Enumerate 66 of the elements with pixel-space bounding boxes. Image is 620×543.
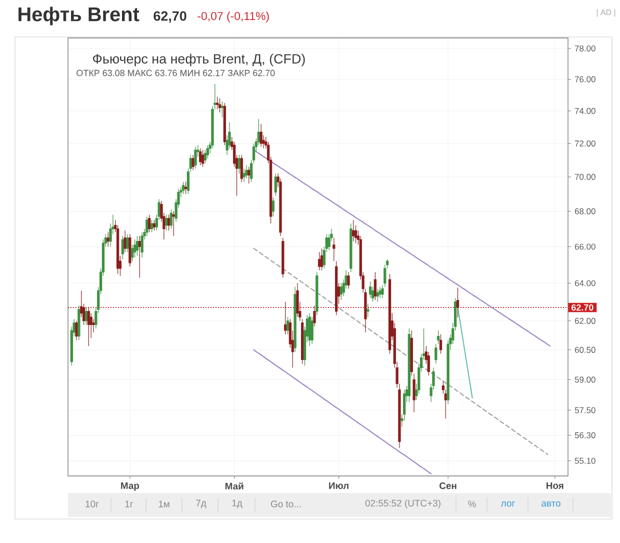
candlestick xyxy=(434,344,438,364)
candlestick xyxy=(84,307,88,325)
candlestick xyxy=(146,216,148,236)
y-tick-label: 64.00 xyxy=(574,280,596,286)
text: 1д xyxy=(232,500,242,508)
candlestick xyxy=(126,234,129,252)
text: 10г xyxy=(86,500,99,508)
candlestick xyxy=(182,182,185,194)
candlestick xyxy=(437,330,440,344)
candlestick xyxy=(133,239,136,258)
candlestick xyxy=(294,286,296,352)
y-tick-label: 55.10 xyxy=(574,458,596,464)
text: лог xyxy=(500,501,515,507)
x-tick-label: Май xyxy=(225,482,244,490)
y-tick-label: 70.00 xyxy=(574,174,596,180)
text: 1г xyxy=(125,500,134,508)
x-tick-label: Сен xyxy=(440,482,456,490)
candlestick xyxy=(369,281,372,298)
text: авто xyxy=(542,501,560,507)
x-tick-label: Июл xyxy=(329,482,348,489)
candlestick xyxy=(194,146,197,169)
y-tick-label: 59.00 xyxy=(574,376,596,383)
candlestick xyxy=(242,168,246,182)
candlestick xyxy=(170,209,173,230)
candlestick xyxy=(378,286,382,298)
text: Go to... xyxy=(270,500,301,508)
candlestick xyxy=(340,282,343,300)
y-tick-label: 72.00 xyxy=(574,140,596,146)
line-series xyxy=(457,306,473,398)
ref-line-label: 62.70 xyxy=(572,304,594,311)
text: 62,70 xyxy=(154,11,186,23)
candlestick xyxy=(286,316,290,335)
text: 1м xyxy=(158,500,170,508)
candlestick xyxy=(165,214,168,231)
y-tick-label: 66.00 xyxy=(574,244,596,250)
y-tick-label: 62.00 xyxy=(574,318,596,324)
y-tick-label: 78.00 xyxy=(574,45,596,52)
candlestick xyxy=(350,223,352,272)
candlestick xyxy=(316,272,318,316)
x-tick-label: Мар xyxy=(121,482,140,491)
x-tick-label: Ноя xyxy=(546,482,564,489)
candlestick xyxy=(245,164,248,179)
y-tick-label: 68.00 xyxy=(574,208,596,214)
candlestick xyxy=(272,197,275,217)
y-tick-label: 57.50 xyxy=(574,407,596,414)
y-tick-label: 60.50 xyxy=(574,346,596,353)
line-series xyxy=(253,248,548,455)
candlestick xyxy=(408,328,411,402)
candlestick xyxy=(310,316,314,344)
annotation: ОТКР 63.08 МАКС 63.76 МИН 62.17 ЗАКР 62.70 xyxy=(76,70,275,76)
y-tick-label: 74.00 xyxy=(574,108,596,114)
y-tick-label: 76.00 xyxy=(574,76,596,82)
candlestick xyxy=(140,232,144,258)
text: % xyxy=(468,500,476,508)
text: -0,07 (-0,11%) xyxy=(198,12,269,22)
candlestick xyxy=(366,303,370,318)
text: 7д xyxy=(196,500,206,508)
candlestick xyxy=(136,236,139,256)
candlestick xyxy=(150,220,154,233)
chart-title: Нефть Brent xyxy=(18,6,140,26)
text: Фьючерс на нефть Brent, Д, (CFD) xyxy=(92,54,305,66)
line-series xyxy=(253,349,432,474)
y-tick-label: 56.30 xyxy=(574,432,596,438)
candlestick xyxy=(78,305,80,340)
text: 02:55:52 (UTC+3) xyxy=(365,500,440,508)
candlestick xyxy=(238,154,241,174)
